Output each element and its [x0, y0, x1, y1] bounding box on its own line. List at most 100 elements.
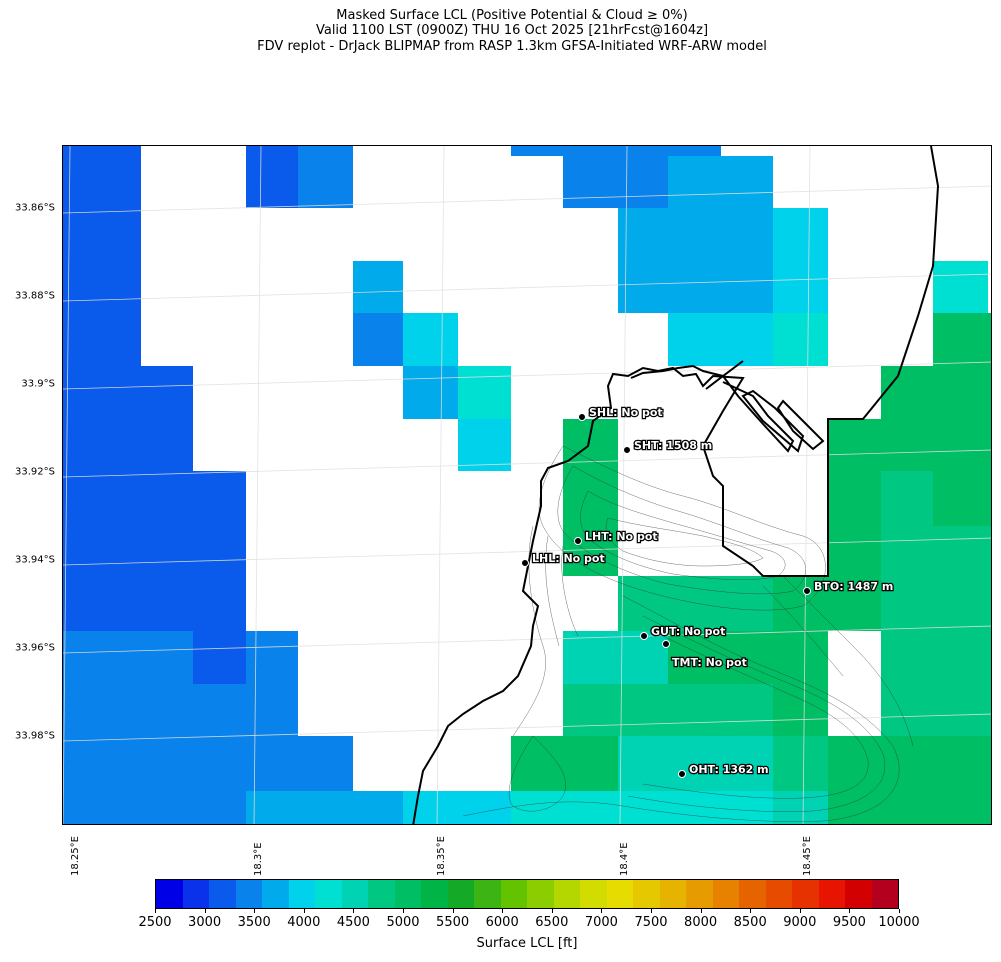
lcl-cell — [933, 261, 988, 313]
colorbar-swatch — [765, 880, 792, 908]
lat-label: 33.88°S — [15, 290, 55, 302]
colorbar-tick-mark — [353, 909, 355, 913]
colorbar-tick-label: 10000 — [878, 915, 920, 930]
lcl-cell — [668, 684, 773, 736]
site-label: OHT: 1362 m — [689, 763, 769, 776]
lcl-cell — [668, 313, 773, 366]
colorbar-swatch — [156, 880, 183, 908]
lon-label: 18.35°E — [436, 836, 447, 876]
colorbar-tick-label: 8000 — [684, 915, 718, 930]
colorbar-label: Surface LCL [ft] — [476, 936, 578, 951]
colorbar-tick-label: 3500 — [237, 915, 271, 930]
lcl-cell — [933, 313, 991, 366]
lcl-cells — [63, 146, 991, 824]
colorbar-swatch — [845, 880, 872, 908]
colorbar-tick-mark — [155, 909, 156, 913]
colorbar-tick-label: 5000 — [386, 915, 420, 930]
colorbar-swatch — [686, 880, 713, 908]
colorbar-swatch — [235, 880, 262, 908]
lat-label: 33.86°S — [15, 202, 55, 214]
colorbar-tick-mark — [204, 909, 206, 913]
coastline — [412, 146, 940, 824]
lcl-cell — [563, 156, 668, 208]
colorbar-swatch — [792, 880, 819, 908]
colorbar-tick-label: 6500 — [535, 915, 569, 930]
colorbar-swatch — [712, 880, 739, 908]
colorbar-tick-mark — [303, 909, 305, 913]
lcl-cell — [933, 471, 991, 526]
colorbar-swatch — [182, 880, 209, 908]
site-marker — [521, 559, 529, 567]
lat-label: 33.98°S — [15, 730, 55, 742]
colorbar-tick-mark — [601, 909, 603, 913]
lcl-cell — [668, 156, 773, 208]
lcl-cell — [881, 631, 933, 736]
lcl-cell — [63, 736, 246, 791]
lat-label: 33.9°S — [21, 378, 55, 390]
map-title-line-1: Masked Surface LCL (Positive Potential &… — [336, 8, 688, 23]
site-label: LHL: No pot — [532, 552, 605, 565]
map-title-line-2: Valid 1100 LST (0900Z) THU 16 Oct 2025 [… — [315, 23, 709, 38]
site-label: SHL: No pot — [589, 406, 663, 419]
colorbar-swatch — [288, 880, 315, 908]
lcl-cell — [773, 313, 828, 366]
lcl-cell — [881, 471, 933, 631]
lat-label: 33.92°S — [15, 466, 55, 478]
lcl-cell — [353, 313, 403, 366]
colorbar-tick-label: 5500 — [436, 915, 470, 930]
site-marker — [678, 770, 686, 778]
colorbar-swatch — [341, 880, 368, 908]
lcl-cell — [773, 736, 828, 791]
site-label: LHT: No pot — [585, 530, 658, 543]
colorbar-tick-label: 9000 — [783, 915, 817, 930]
lcl-cell — [511, 791, 773, 824]
lcl-cell — [63, 631, 193, 684]
lcl-cell — [353, 261, 403, 313]
lcl-cell — [618, 576, 773, 631]
site-marker — [623, 446, 631, 454]
lon-label: 18.45°E — [802, 836, 813, 876]
lcl-cell — [246, 736, 353, 791]
colorbar-tick-label: 3000 — [188, 915, 222, 930]
site-marker — [578, 413, 586, 421]
terrain-contours — [462, 445, 914, 822]
lcl-cell — [773, 684, 828, 736]
lcl-cell — [618, 736, 773, 791]
lcl-cell — [246, 146, 298, 208]
colorbar-tick-label: 7000 — [584, 915, 618, 930]
colorbar-swatch — [527, 880, 554, 908]
colorbar-tick-label: 4500 — [336, 915, 370, 930]
lcl-cell — [403, 313, 458, 366]
colorbar-tick-mark — [254, 909, 256, 913]
colorbar — [155, 879, 899, 909]
colorbar-swatch — [659, 880, 686, 908]
colorbar-tick-mark — [403, 909, 404, 913]
lcl-cell — [933, 526, 991, 736]
lcl-cell — [63, 684, 298, 736]
colorbar-swatch — [368, 880, 395, 908]
colorbar-swatch — [739, 880, 766, 908]
lcl-cell — [773, 791, 828, 824]
colorbar-swatch — [447, 880, 474, 908]
lcl-cell — [933, 736, 991, 824]
site-marker — [640, 632, 648, 640]
lcl-cell — [563, 684, 668, 736]
lcl-cell — [458, 419, 511, 471]
site-label: SHT: 1508 m — [634, 439, 712, 452]
lcl-cell — [828, 419, 991, 471]
colorbar-tick-mark — [750, 909, 752, 913]
colorbar-tick-mark — [700, 909, 702, 913]
lon-label: 18.4°E — [619, 842, 630, 876]
lcl-cell — [63, 791, 246, 824]
colorbar-swatch — [209, 880, 236, 908]
lcl-cell — [458, 366, 511, 419]
colorbar-tick-mark — [502, 909, 504, 913]
lat-label: 33.96°S — [15, 642, 55, 654]
colorbar-swatch — [315, 880, 342, 908]
colorbar-swatch — [580, 880, 607, 908]
lcl-cell — [828, 736, 933, 824]
site-marker — [662, 640, 670, 648]
colorbar-tick-label: 9500 — [832, 915, 866, 930]
lcl-cell — [63, 366, 193, 471]
lat-label: 33.94°S — [15, 554, 55, 566]
